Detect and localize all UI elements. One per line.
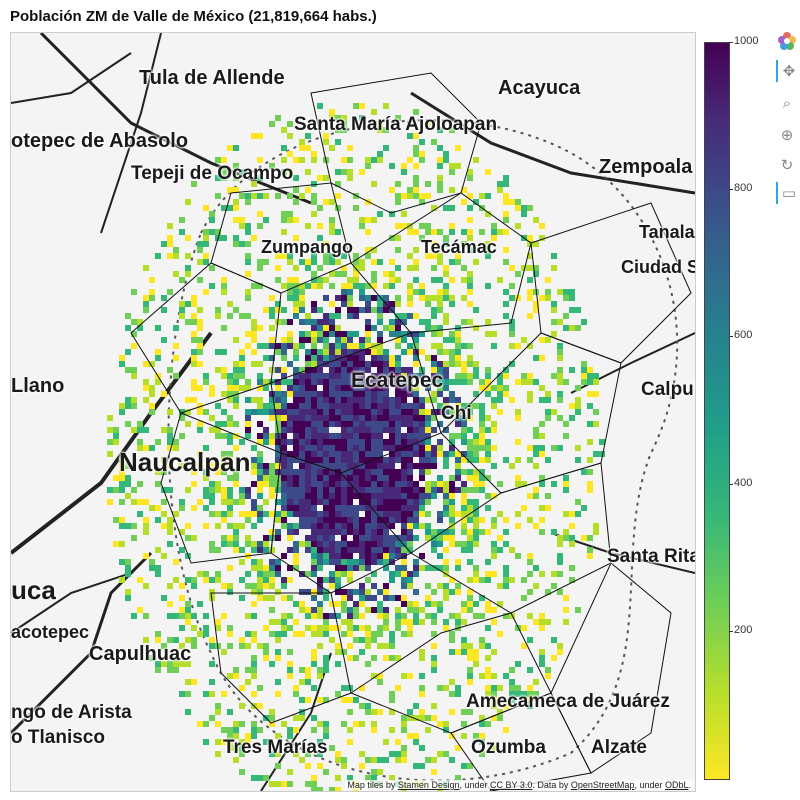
color-bar-tick-label: 800 xyxy=(734,182,753,195)
color-bar-tick-label: 600 xyxy=(734,329,753,342)
road xyxy=(11,52,132,104)
color-bar-tick-mark xyxy=(729,630,733,632)
place-label: Tanala xyxy=(639,222,695,242)
place-label: Tres Marías xyxy=(223,737,328,758)
road xyxy=(11,331,213,555)
place-label: Santa María Ajoloapan xyxy=(294,114,498,135)
ccby-link[interactable]: CC BY 3.0 xyxy=(490,780,533,790)
road xyxy=(39,33,312,205)
stamen-link[interactable]: Stamen Design xyxy=(397,780,460,790)
place-label: Calpul xyxy=(641,379,696,400)
pan-icon[interactable]: ✥ xyxy=(776,60,800,82)
place-label: otepec de Abasolo xyxy=(11,130,189,152)
wheel-zoom-icon[interactable]: ⊕ xyxy=(780,126,794,144)
box-zoom-icon[interactable]: ⌕ xyxy=(782,94,792,112)
color-bar-tick-label: 200 xyxy=(734,623,753,636)
map-layer xyxy=(11,33,695,791)
place-label: uca xyxy=(11,575,56,605)
place-label: Chi xyxy=(441,403,472,424)
municipality-border xyxy=(160,412,282,564)
color-bar-tick-mark xyxy=(729,483,733,485)
reset-icon[interactable]: ↻ xyxy=(780,156,794,174)
municipality-border xyxy=(210,592,352,724)
place-label: Alzate xyxy=(591,737,647,758)
odbl-link[interactable]: ODbL xyxy=(664,780,689,790)
map-attribution: Map tiles by Stamen Design, under CC BY … xyxy=(345,780,693,790)
color-bar-tick-mark xyxy=(729,42,733,43)
hover-icon[interactable]: ▭ xyxy=(776,182,800,204)
municipality-border xyxy=(349,612,552,734)
color-bar-tick-mark xyxy=(729,189,733,191)
municipality-border xyxy=(450,692,592,791)
road xyxy=(100,33,162,234)
bokeh-logo-icon[interactable] xyxy=(776,30,798,52)
municipality-borders-layer xyxy=(130,72,692,791)
municipality-border xyxy=(270,332,442,474)
map-canvas[interactable]: Tula de Allende Acayuca Santa María Ajoloa… xyxy=(10,32,696,792)
state-boundary xyxy=(167,119,679,782)
place-label: Capulhuac xyxy=(89,643,192,665)
place-label: Acayuca xyxy=(498,77,581,99)
color-bar-tick-mark xyxy=(729,336,733,338)
road xyxy=(410,91,695,195)
place-label: Naucalpan xyxy=(119,447,251,477)
roads-layer xyxy=(11,33,695,791)
place-label: Ozumba xyxy=(471,737,546,758)
color-bar-tick-label: 400 xyxy=(734,476,753,489)
place-label: Ecatepec xyxy=(351,369,444,392)
municipality-border xyxy=(130,262,282,414)
page-title: Población ZM de Valle de México (21,819,… xyxy=(10,8,377,25)
place-label: Santa Rita xyxy=(607,546,696,567)
place-label: Ciudad S xyxy=(621,257,696,277)
road xyxy=(11,572,132,634)
place-label: acotepec xyxy=(11,622,90,642)
place-label: ngo de Arista xyxy=(11,702,132,723)
place-label: Tula de Allende xyxy=(139,67,285,89)
place-label: Llano xyxy=(11,375,65,397)
place-label: Zempoala xyxy=(599,156,693,178)
municipality-border xyxy=(530,202,692,364)
color-bar xyxy=(704,42,730,780)
place-label: Tecámac xyxy=(421,237,497,257)
population-density-layer xyxy=(107,103,605,791)
color-bar-tick-label: 1000 xyxy=(734,35,759,47)
place-label: Tepeji de Ocampo xyxy=(131,163,294,184)
osm-link[interactable]: OpenStreetMap xyxy=(570,780,635,790)
municipality-border xyxy=(270,452,412,594)
municipality-border xyxy=(440,332,622,494)
municipality-border xyxy=(210,182,352,294)
municipality-border xyxy=(410,462,612,614)
place-label: Zumpango xyxy=(261,237,353,257)
place-label: o Tlanisco xyxy=(11,727,105,748)
municipality-border xyxy=(350,192,532,334)
place-label: Amecameca de Juárez xyxy=(466,691,670,712)
